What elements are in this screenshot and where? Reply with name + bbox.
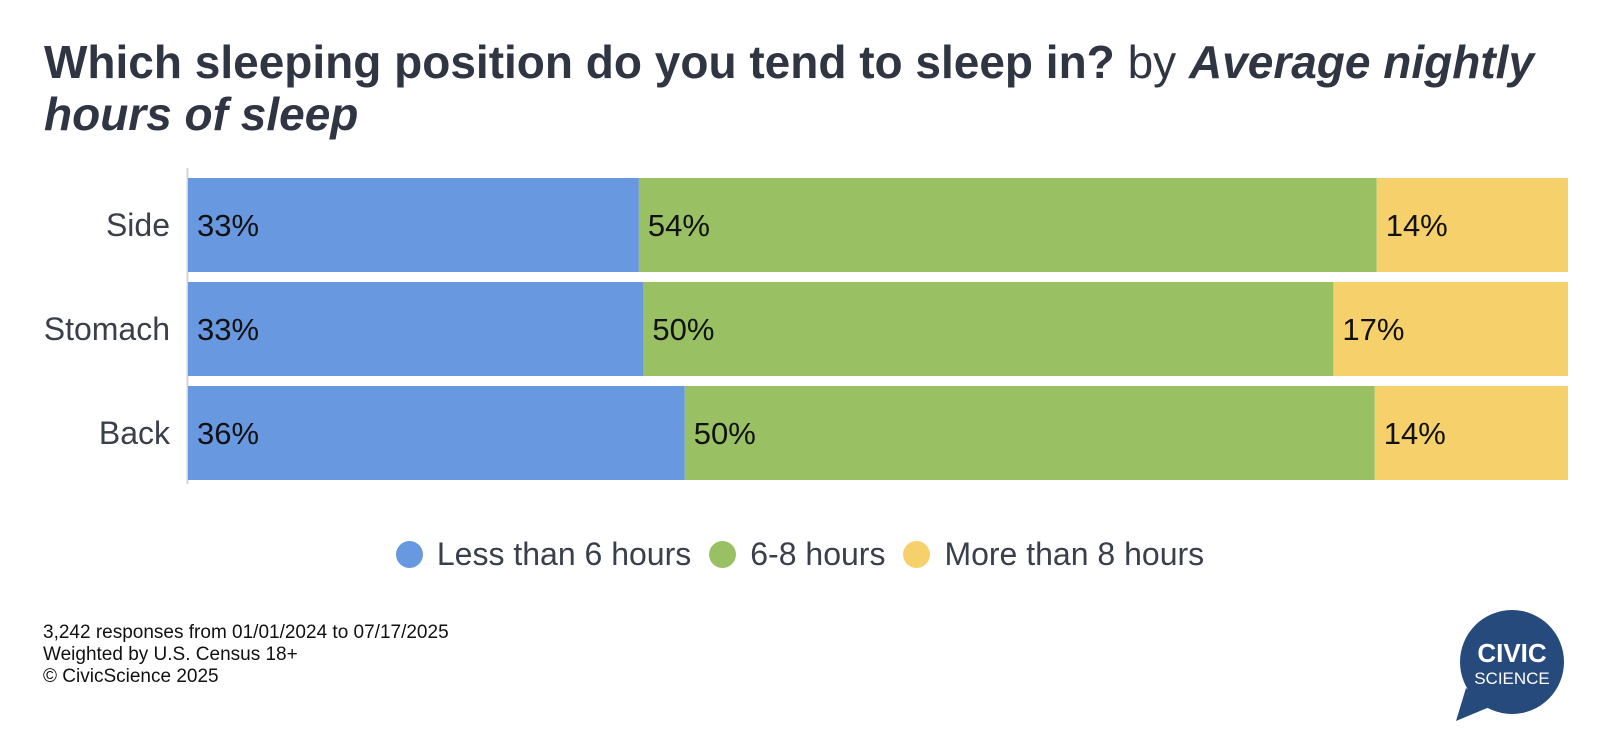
chart-footer: 3,242 responses from 01/01/2024 to 07/17… bbox=[43, 622, 449, 688]
data-label-back-2: 50% bbox=[694, 416, 756, 451]
chart-legend: Less than 6 hours 6-8 hours More than 8 ho… bbox=[0, 536, 1604, 573]
logo-text-science: SCIENCE bbox=[1474, 669, 1550, 688]
bar-segment-stomach-1 bbox=[188, 282, 644, 376]
title-question: Which sleeping position do you tend to s… bbox=[44, 36, 1115, 88]
data-label-stomach-2: 50% bbox=[652, 312, 714, 347]
bar-segment-back-3 bbox=[1374, 386, 1568, 480]
chart-title: Which sleeping position do you tend to s… bbox=[44, 36, 1544, 140]
logo-speech-tail bbox=[1456, 688, 1492, 721]
legend-item-3: More than 8 hours bbox=[903, 536, 1204, 573]
bar-segment-back-1 bbox=[188, 386, 685, 480]
data-label-stomach-3: 17% bbox=[1342, 312, 1404, 347]
legend-swatch bbox=[903, 541, 931, 568]
logo-text-civic: CIVIC bbox=[1477, 638, 1547, 668]
bar-segment-back-2 bbox=[684, 386, 1375, 480]
category-label-back: Back bbox=[99, 415, 171, 451]
category-label-side: Side bbox=[106, 207, 170, 243]
title-connector: by bbox=[1127, 36, 1177, 88]
data-label-stomach-1: 33% bbox=[197, 312, 259, 347]
data-label-side-3: 14% bbox=[1386, 208, 1448, 243]
bar-segment-side-3 bbox=[1376, 178, 1568, 272]
civicscience-logo: CIVIC SCIENCE bbox=[1456, 610, 1564, 721]
legend-swatch bbox=[395, 541, 423, 568]
data-label-side-2: 54% bbox=[648, 208, 710, 243]
data-label-side-1: 33% bbox=[197, 208, 259, 243]
legend-swatch bbox=[709, 541, 737, 568]
data-label-back-1: 36% bbox=[197, 416, 259, 451]
footer-copyright: © CivicScience 2025 bbox=[43, 666, 219, 687]
logo-badge-circle bbox=[1460, 610, 1564, 714]
stacked-bar-chart: Side 33% 54% 14% Stomach 33% 50% 17% Back 36% 50% 1… bbox=[44, 168, 1568, 484]
bar-segment-stomach-2 bbox=[643, 282, 1334, 376]
footer-responses: 3,242 responses from 01/01/2024 to 07/17… bbox=[43, 622, 449, 643]
title-subject: Average nightly hours of sleep bbox=[44, 36, 1535, 140]
bar-segment-side-1 bbox=[188, 178, 639, 272]
data-label-back-3: 14% bbox=[1384, 416, 1446, 451]
footer-weighting: Weighted by U.S. Census 18+ bbox=[43, 644, 298, 665]
legend-label: 6-8 hours bbox=[750, 536, 886, 572]
legend-label: More than 8 hours bbox=[944, 536, 1205, 572]
bar-segment-side-2 bbox=[638, 178, 1377, 272]
legend-item-1: Less than 6 hours bbox=[395, 536, 692, 573]
bar-segment-stomach-3 bbox=[1333, 282, 1568, 376]
legend-item-2: 6-8 hours bbox=[709, 536, 885, 573]
legend-label: Less than 6 hours bbox=[436, 536, 692, 572]
category-label-stomach: Stomach bbox=[44, 311, 170, 347]
